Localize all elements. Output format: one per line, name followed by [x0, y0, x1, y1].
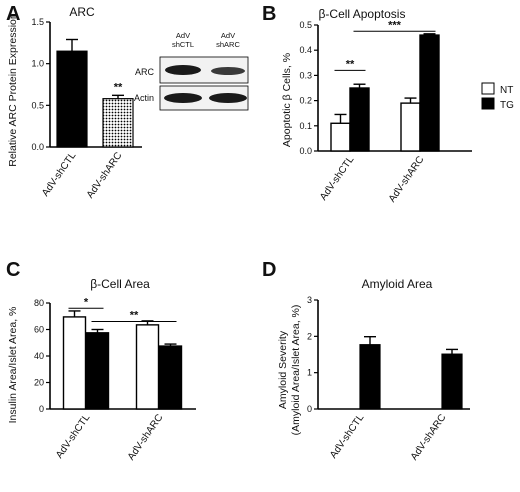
legend: NT TG: [481, 82, 514, 111]
bar: [135, 324, 160, 410]
y-tick-label: 0: [39, 404, 44, 414]
y-tick-label: 1.0: [31, 59, 44, 69]
panel-b-ylabel: Apoptotic β Cells, %: [281, 53, 293, 147]
legend-label-tg: TG: [500, 100, 514, 111]
significance-label: **: [346, 58, 355, 70]
x-category-label: AdV-shARC: [126, 412, 166, 462]
x-category-label: AdV-shARC: [85, 150, 125, 200]
y-tick-label: 0.4: [299, 45, 312, 55]
y-tick-label: 20: [34, 378, 44, 388]
y-tick-label: 0.3: [299, 70, 312, 80]
y-tick-label: 0: [307, 404, 312, 414]
bar: [62, 316, 87, 410]
significance-label: ***: [388, 19, 402, 31]
bar: [56, 50, 88, 148]
x-category-label: AdV-shARC: [409, 412, 449, 462]
western-blot-inset: AdV shCTL AdV shARC ARC Actin: [134, 31, 249, 111]
legend-swatch-nt: [481, 82, 495, 95]
x-category-label: AdV-shCTL: [318, 154, 357, 203]
wb-lane-label-sharc-line1: AdV: [221, 31, 235, 40]
wb-lane-label-sharc-line2: shARC: [216, 40, 240, 49]
x-category-label: AdV-shARC: [387, 154, 427, 204]
y-tick-label: 2: [307, 331, 312, 341]
wb-band-arc-sharc: [211, 67, 245, 75]
y-tick-label: 1.5: [31, 17, 44, 27]
bar: [85, 332, 110, 410]
wb-band-arc-shctl: [165, 65, 201, 75]
wb-lane-label-shctl-line2: shCTL: [172, 40, 194, 49]
wb-lane-label-shctl-line1: AdV: [176, 31, 190, 40]
legend-label-nt: NT: [500, 85, 513, 96]
legend-swatch-tg: [481, 97, 495, 110]
bar: [158, 345, 183, 410]
panel-letter-d: D: [262, 259, 276, 281]
significance-label: **: [130, 310, 139, 322]
y-tick-label: 40: [34, 351, 44, 361]
x-category-label: AdV-shCTL: [54, 412, 93, 461]
panel-b-title: β-Cell Apoptosis: [319, 7, 406, 21]
panel-d-ylabel-line2: (Amyloid Area/Islet Area, %): [290, 305, 302, 436]
y-tick-label: 80: [34, 298, 44, 308]
bar: [330, 122, 351, 152]
y-tick-label: 0.5: [31, 100, 44, 110]
wb-row-label-arc: ARC: [135, 67, 155, 77]
y-tick-label: 0.0: [31, 142, 44, 152]
y-tick-label: 1: [307, 368, 312, 378]
bar: [419, 34, 440, 152]
y-tick-label: 0.2: [299, 96, 312, 106]
wb-band-actin-sharc: [209, 93, 247, 103]
panel-a-title: ARC: [69, 5, 95, 19]
bar: [400, 102, 421, 152]
bar: [102, 98, 134, 148]
bar: [349, 87, 370, 152]
wb-row-label-actin: Actin: [134, 93, 154, 103]
y-tick-label: 0.1: [299, 121, 312, 131]
bar: [441, 353, 463, 410]
panel-d-plot: 0 1 2 3 AdV-shCTL AdV-shARC: [307, 295, 470, 462]
bar: [359, 344, 381, 410]
x-category-label: AdV-shCTL: [328, 412, 367, 461]
y-tick-label: 60: [34, 325, 44, 335]
panel-d-title: Amyloid Area: [362, 277, 433, 291]
significance-label: **: [114, 81, 123, 93]
significance-label: *: [84, 296, 89, 308]
panel-a-plot: 0.0 0.5 1.0 1.5 AdV-shCTL AdV-shARC **: [31, 17, 142, 200]
wb-band-actin-shctl: [164, 93, 202, 103]
panel-c-title: β-Cell Area: [90, 277, 150, 291]
y-tick-label: 3: [307, 295, 312, 305]
panel-a-ylabel: Relative ARC Protein Expression: [7, 13, 19, 167]
x-category-label: AdV-shCTL: [40, 150, 79, 199]
panel-d-ylabel-line1: Amyloid Severity: [277, 330, 289, 409]
panel-letter-a: A: [6, 3, 20, 25]
panel-c-ylabel: Insulin Area/Islet Area, %: [7, 307, 19, 424]
panel-letter-b: B: [262, 3, 276, 25]
y-tick-label: 0.5: [299, 20, 312, 30]
panel-letter-c: C: [6, 259, 20, 281]
y-tick-label: 0.0: [299, 146, 312, 156]
